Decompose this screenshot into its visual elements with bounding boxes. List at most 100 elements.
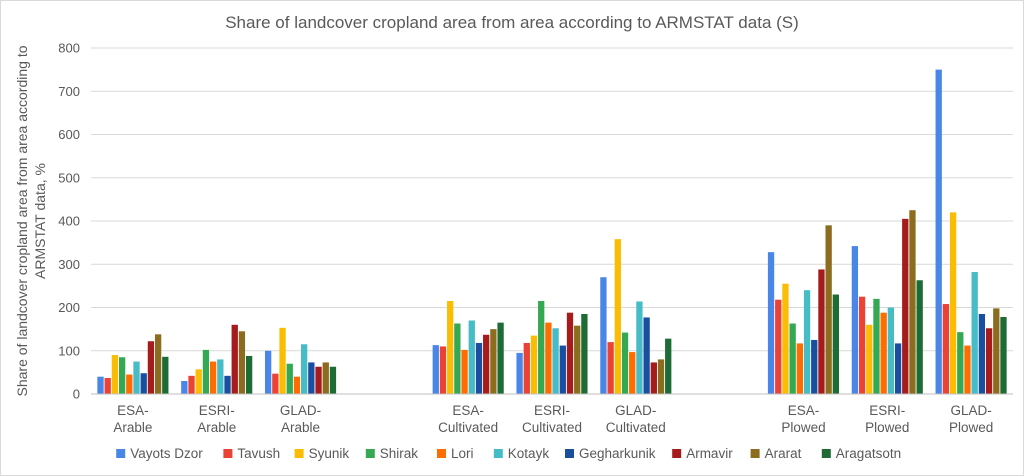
category-label: ESRI-Cultivated (522, 403, 582, 435)
bar-shirak-esa-cultivated (454, 323, 461, 394)
bar-shirak-esa-arable (118, 357, 126, 394)
bar-vayots-dzor-glad-cultivated (600, 277, 607, 394)
bar-syunik-glad-cultivated (614, 239, 621, 394)
bar-aragatsotn-esa-cultivated (497, 322, 504, 394)
legend-label: Armavir (686, 446, 733, 461)
legend: Vayots Dzor Tavush Syunik Shirak Lori Kotayk G… (116, 446, 901, 461)
bar-armavir-glad-plowed (985, 328, 993, 394)
bar-lori-esa-cultivated (461, 349, 468, 394)
bar-tavush-esri-plowed (858, 296, 866, 394)
bar-vayots-dzor-esa-plowed (767, 252, 775, 394)
y-tick-label: 200 (58, 300, 80, 315)
bar-gegharkunik-esa-arable (140, 373, 147, 394)
bar-ararat-esri-cultivated (574, 325, 581, 394)
legend-label: Shirak (380, 446, 419, 461)
bar-lori-glad-cultivated (629, 352, 636, 394)
bar-syunik-esri-arable (195, 369, 202, 394)
legend-swatch (672, 449, 682, 458)
legend-swatch (565, 449, 574, 458)
bar-aragatsotn-esa-plowed (832, 294, 839, 394)
bar-lori-esri-arable (209, 361, 217, 394)
bar-tavush-glad-cultivated (607, 342, 614, 394)
bar-ararat-esa-cultivated (490, 329, 497, 395)
bar-ararat-esa-plowed (825, 225, 832, 394)
bar-vayots-dzor-esri-cultivated (516, 352, 523, 394)
bar-vayots-dzor-glad-plowed (935, 69, 942, 395)
bar-gegharkunik-esri-cultivated (559, 345, 566, 394)
bar-lori-esri-cultivated (545, 322, 552, 394)
bar-shirak-esri-arable (202, 349, 210, 394)
bar-kotayk-esa-arable (133, 361, 140, 394)
bar-gegharkunik-glad-arable (308, 362, 315, 394)
bar-armavir-esa-plowed (818, 269, 825, 394)
legend-label: Ararat (765, 446, 802, 461)
bar-tavush-esa-cultivated (439, 346, 447, 394)
bar-armavir-glad-cultivated (650, 362, 657, 394)
y-tick-label: 0 (73, 387, 80, 402)
legend-label: Aragatsotn (836, 446, 901, 461)
bar-ararat-glad-arable (322, 362, 329, 394)
bar-lori-esri-plowed (880, 312, 887, 394)
y-axis-label: Share of landcover cropland area from ar… (14, 45, 48, 396)
bar-aragatsotn-esri-cultivated (581, 313, 588, 394)
legend-swatch (750, 449, 760, 458)
bar-kotayk-glad-arable (301, 344, 308, 394)
y-tick-label: 700 (58, 84, 80, 99)
category-label: ESA-Plowed (781, 403, 825, 435)
legend-label: Gegharkunik (579, 446, 656, 461)
bar-ararat-esri-plowed (909, 210, 916, 394)
category-label: GLAD-Plowed (949, 403, 993, 435)
bar-vayots-dzor-esri-plowed (851, 246, 859, 394)
bar-gegharkunik-esri-plowed (894, 343, 902, 394)
bar-kotayk-glad-plowed (971, 272, 978, 394)
legend-swatch (116, 449, 126, 458)
legend-label: Lori (451, 446, 474, 461)
legend-label: Kotayk (508, 446, 550, 461)
legend-swatch (493, 449, 503, 458)
category-label: GLAD-Arable (280, 403, 321, 435)
y-tick-label: 400 (58, 214, 80, 229)
bars (97, 69, 1007, 395)
bar-tavush-esri-cultivated (523, 342, 530, 394)
legend-swatch (223, 449, 233, 458)
legend-swatch (294, 449, 304, 458)
bar-aragatsotn-esri-arable (245, 355, 253, 394)
bar-vayots-dzor-glad-arable (265, 350, 272, 394)
bar-aragatsotn-glad-plowed (1000, 317, 1007, 394)
bar-lori-glad-arable (293, 376, 301, 394)
bar-aragatsotn-glad-cultivated (665, 338, 672, 394)
bar-ararat-esri-arable (238, 331, 246, 394)
bar-shirak-glad-plowed (957, 332, 964, 394)
bar-lori-esa-plowed (796, 343, 803, 394)
bar-shirak-esa-plowed (789, 323, 796, 394)
bar-armavir-esa-arable (147, 341, 155, 394)
bar-syunik-glad-arable (279, 327, 286, 394)
bar-gegharkunik-glad-cultivated (643, 317, 650, 394)
legend-swatch (365, 449, 375, 458)
y-tick-label: 100 (58, 343, 80, 358)
category-labels: ESA-Arable ESRI-Arable GLAD-Arable ESA-Cult… (113, 403, 993, 435)
bar-gegharkunik-esa-cultivated (475, 342, 483, 394)
bar-armavir-esri-cultivated (566, 312, 574, 394)
bar-gegharkunik-esri-arable (224, 375, 231, 394)
bar-syunik-esri-cultivated (530, 335, 538, 394)
legend-label: Tavush (237, 446, 280, 461)
chart-title: Share of landcover cropland area from ar… (225, 13, 799, 32)
y-tick-label: 600 (58, 127, 80, 142)
bar-tavush-esa-arable (104, 378, 111, 394)
bar-shirak-glad-cultivated (621, 332, 629, 394)
bar-aragatsotn-esa-arable (162, 356, 169, 394)
bar-kotayk-esri-cultivated (552, 328, 559, 394)
bar-syunik-glad-plowed (949, 212, 957, 394)
bar-armavir-esa-cultivated (483, 334, 490, 394)
bar-lori-glad-plowed (964, 345, 971, 394)
bar-aragatsotn-esri-plowed (916, 280, 923, 394)
bar-armavir-glad-arable (315, 366, 322, 394)
bar-ararat-glad-cultivated (657, 359, 665, 394)
bar-ararat-glad-plowed (993, 308, 1000, 394)
bar-tavush-glad-plowed (942, 304, 950, 394)
bar-kotayk-esa-cultivated (468, 320, 475, 394)
bar-shirak-esri-plowed (873, 298, 880, 394)
